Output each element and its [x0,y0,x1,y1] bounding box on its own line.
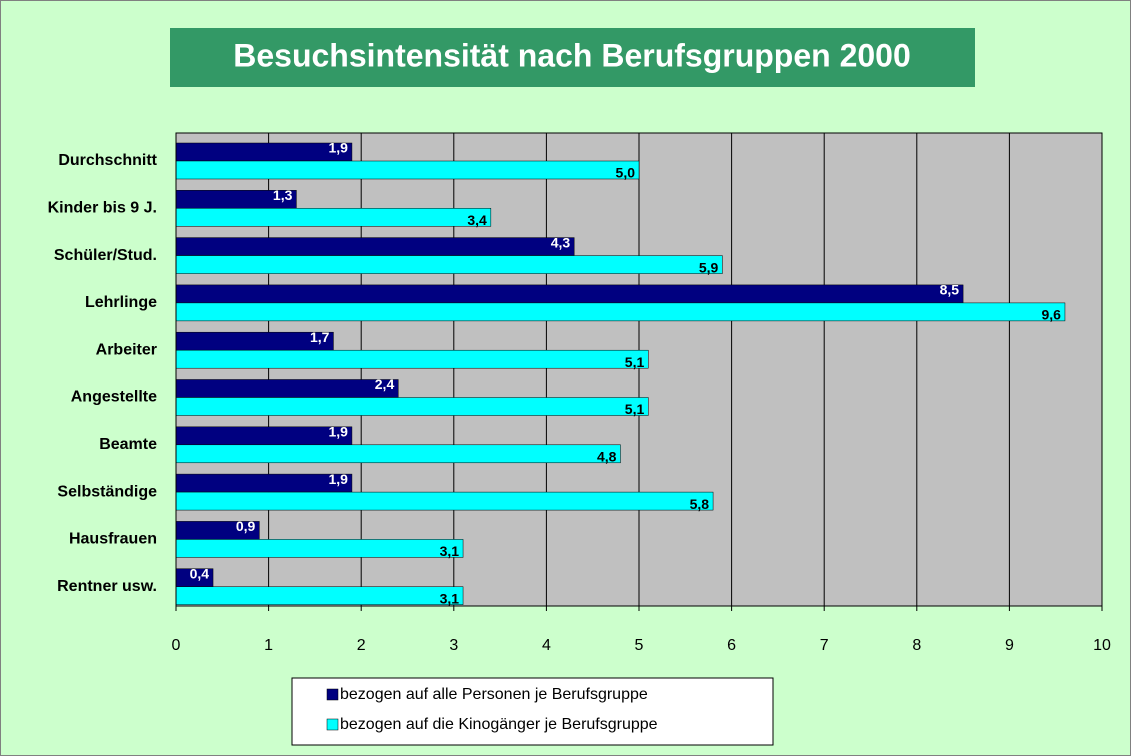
bar [175,379,399,398]
bar [175,208,492,227]
data-label: 9,6 [1041,307,1061,323]
y-tick-label: Kinder bis 9 J. [48,200,157,217]
data-label: 5,1 [625,354,645,370]
title-box [170,28,975,87]
x-tick-label: 10 [1093,637,1111,654]
bar [175,491,714,511]
x-tick-label: 6 [727,637,736,654]
y-tick-label: Rentner usw. [57,578,157,595]
x-tick-label: 0 [172,637,181,654]
bar [175,539,464,558]
y-tick-label: Schüler/Stud. [54,247,157,264]
bar [175,302,1066,322]
data-label: 1,9 [328,471,348,487]
x-tick-label: 7 [820,637,829,654]
bar [175,237,575,256]
chart-title: Besuchsintensität nach Berufsgruppen 200… [233,37,911,73]
y-tick-label: Arbeiter [96,341,157,358]
data-label: 1,7 [310,329,330,345]
data-label: 4,3 [551,234,571,250]
y-tick-label: Lehrlinge [85,294,157,311]
x-tick-label: 4 [542,637,551,654]
y-tick-label: Beamte [99,436,157,453]
x-tick-label: 2 [357,637,366,654]
data-label: 3,1 [440,590,460,606]
data-label: 1,9 [328,140,348,156]
legend-swatch [326,718,339,731]
legend-label: bezogen auf alle Personen je Berufsgrupp… [340,686,648,703]
bar [175,473,353,493]
y-tick-label: Durchschnitt [58,152,157,169]
x-tick-label: 9 [1005,637,1014,654]
data-label: 3,4 [467,212,487,228]
bar [175,349,649,369]
data-label: 5,1 [625,401,645,417]
data-label: 5,8 [690,496,710,512]
x-tick-label: 8 [912,637,921,654]
data-label: 1,9 [328,424,348,440]
bar [175,397,649,416]
y-tick-label: Selbständige [57,483,157,500]
bar [175,160,640,180]
x-tick-label: 5 [635,637,644,654]
bar [175,586,464,605]
legend-swatch [326,688,339,701]
legend-label: bezogen auf die Kinogänger je Berufsgrup… [340,716,658,733]
data-label: 0,9 [236,518,256,534]
data-label: 3,1 [440,543,460,559]
data-label: 5,0 [616,165,636,181]
bar [175,284,964,304]
x-tick-label: 3 [449,637,458,654]
data-label: 1,3 [273,187,293,203]
x-tick-label: 1 [264,637,273,654]
bar [175,426,353,446]
data-label: 4,8 [597,449,617,465]
bar [175,142,353,162]
data-label: 5,9 [699,259,719,275]
y-tick-label: Angestellte [71,389,157,406]
y-tick-label: Hausfrauen [69,531,157,548]
legend [291,677,774,746]
bar [175,444,621,464]
bar [175,255,723,274]
data-label: 2,4 [375,376,395,392]
data-label: 8,5 [940,282,960,298]
data-label: 0,4 [190,565,210,581]
